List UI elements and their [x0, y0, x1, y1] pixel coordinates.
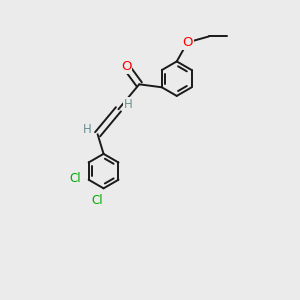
Text: H: H — [83, 123, 92, 136]
Text: H: H — [124, 98, 133, 111]
Text: Cl: Cl — [92, 194, 103, 207]
Text: O: O — [182, 36, 193, 49]
Text: O: O — [121, 60, 131, 73]
Text: Cl: Cl — [70, 172, 81, 185]
